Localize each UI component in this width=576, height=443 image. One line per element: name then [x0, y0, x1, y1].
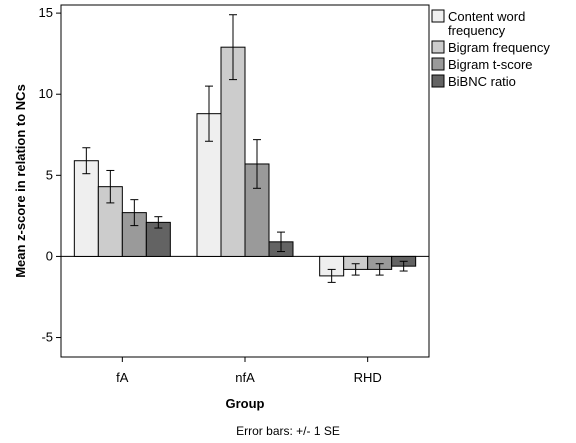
y-tick-label: 0 — [46, 248, 53, 263]
x-tick-label: fA — [116, 370, 129, 385]
x-tick-label: RHD — [354, 370, 382, 385]
y-tick-label: 5 — [46, 167, 53, 182]
legend-label: Content word — [448, 9, 525, 24]
legend-label: BiBNC ratio — [448, 74, 516, 89]
legend-swatch — [431, 57, 445, 71]
x-tick-label: nfA — [235, 370, 255, 385]
plot-area: -5 0 5 10 15 fA nfA RHD — [39, 4, 430, 385]
legend-swatch — [431, 74, 445, 88]
error-bars-footnote: Error bars: +/- 1 SE — [236, 424, 340, 438]
legend-label: frequency — [448, 23, 506, 38]
y-tick-label: -5 — [41, 330, 53, 345]
legend-swatch — [431, 9, 445, 23]
legend-label: Bigram frequency — [448, 40, 550, 55]
legend-swatch — [431, 40, 445, 54]
y-axis-title: Mean z-score in relation to NCs — [13, 84, 28, 278]
legend-label: Bigram t-score — [448, 57, 533, 72]
x-axis-title: Group — [226, 396, 265, 411]
y-tick-label: 10 — [39, 86, 53, 101]
y-tick-label: 15 — [39, 5, 53, 20]
bar — [220, 46, 246, 257]
bar — [73, 160, 99, 257]
